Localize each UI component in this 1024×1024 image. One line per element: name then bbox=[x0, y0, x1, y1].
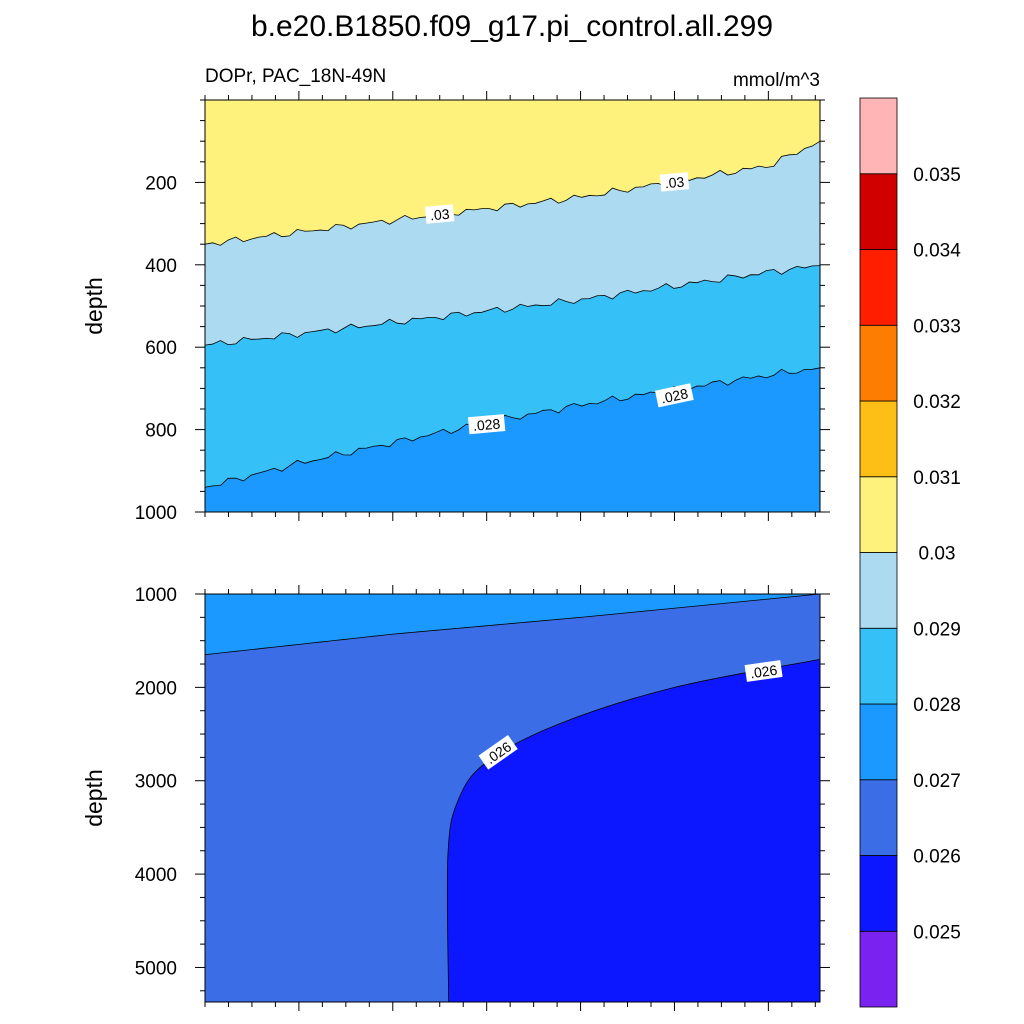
y-tick-label: 1000 bbox=[135, 503, 177, 524]
colorbar-swatch bbox=[859, 476, 898, 553]
y-axis-label: depth bbox=[81, 769, 107, 827]
colorbar: 0.025 0.026 0.027 0.028 0.029 0.03 0.031 0.032 0… bbox=[859, 97, 961, 1008]
colorbar-label: 0.026 bbox=[913, 847, 961, 868]
colorbar-label: 0.031 bbox=[913, 468, 961, 489]
colorbar-label: 0.033 bbox=[913, 316, 961, 337]
colorbar-swatch bbox=[859, 930, 898, 1008]
figure-title: b.e20.B1850.f09_g17.pi_control.all.299 bbox=[251, 10, 773, 43]
y-tick-label: 5000 bbox=[135, 958, 177, 979]
colorbar-label: 0.027 bbox=[913, 771, 961, 792]
contour-line bbox=[205, 265, 820, 346]
contour-line bbox=[205, 367, 820, 488]
contour-label: .03 bbox=[425, 204, 455, 224]
svg-text:.03: .03 bbox=[429, 206, 450, 224]
plot-area bbox=[205, 100, 820, 512]
svg-text:.028: .028 bbox=[472, 415, 501, 433]
contour-label: .026 bbox=[744, 660, 783, 682]
contour-line bbox=[205, 594, 820, 656]
svg-text:.026: .026 bbox=[749, 662, 778, 682]
contour-band bbox=[205, 594, 820, 655]
y-tick-label: 3000 bbox=[135, 772, 177, 793]
y-axis-label: depth bbox=[81, 277, 107, 335]
colorbar-label: 0.035 bbox=[913, 165, 961, 186]
y-tick-label: 4000 bbox=[135, 865, 177, 886]
contour-label: .028 bbox=[654, 383, 694, 408]
colorbar-swatch bbox=[859, 324, 898, 402]
subtitle-units: mmol/m^3 bbox=[733, 70, 820, 91]
colorbar-swatch bbox=[859, 249, 898, 326]
svg-text:.03: .03 bbox=[664, 174, 685, 192]
y-tick-label: 2000 bbox=[135, 678, 177, 699]
upper-panel: .03 .03 .028 .028 200 400 600 800 1000 depth bbox=[81, 91, 830, 524]
y-tick-label: 600 bbox=[145, 338, 177, 359]
colorbar-label: 0.032 bbox=[913, 392, 961, 413]
subtitle-variable-region: DOPr, PAC_18N-49N bbox=[205, 66, 386, 87]
y-tick-label: 400 bbox=[145, 256, 177, 277]
y-tick-label: 800 bbox=[145, 421, 177, 442]
colorbar-swatch bbox=[859, 703, 898, 781]
colorbar-swatch bbox=[859, 400, 898, 478]
colorbar-label: 0.03 bbox=[919, 544, 956, 565]
colorbar-swatch bbox=[859, 173, 898, 250]
plot-frame bbox=[204, 593, 821, 1003]
plot-area bbox=[205, 594, 820, 1002]
y-tick-label: 200 bbox=[145, 173, 177, 194]
y-tick-label: 1000 bbox=[135, 585, 177, 606]
colorbar-swatch bbox=[859, 779, 898, 856]
colorbar-label: 0.034 bbox=[913, 241, 961, 262]
colorbar-swatch bbox=[859, 627, 898, 705]
colorbar-swatch bbox=[859, 855, 898, 932]
colorbar-swatch bbox=[859, 552, 898, 629]
colorbar-swatch bbox=[859, 97, 898, 175]
contour-band bbox=[205, 594, 820, 1002]
colorbar-label: 0.029 bbox=[913, 619, 961, 640]
contour-line bbox=[205, 140, 820, 246]
colorbar-label: 0.025 bbox=[913, 922, 961, 943]
svg-text:.028: .028 bbox=[659, 385, 689, 406]
contour-label: .028 bbox=[467, 414, 506, 435]
colorbar-label: 0.028 bbox=[913, 695, 961, 716]
contour-band bbox=[205, 100, 820, 246]
contour-label: .03 bbox=[659, 172, 690, 192]
